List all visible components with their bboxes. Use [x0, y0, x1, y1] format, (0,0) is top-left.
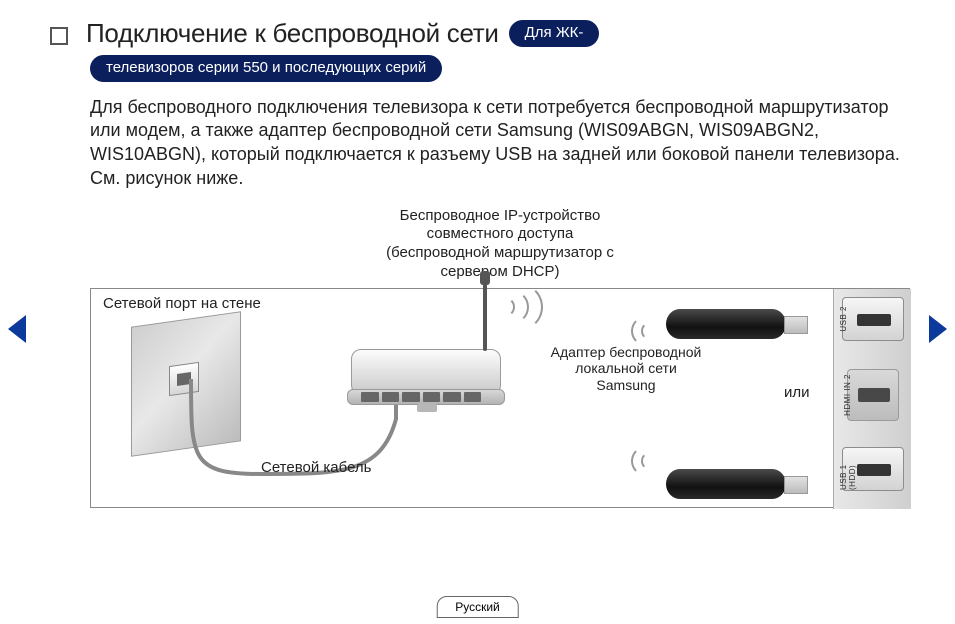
wall-port-label: Сетевой порт на стене: [103, 295, 303, 312]
page-title: Подключение к беспроводной сети: [86, 18, 499, 49]
router-stand-icon: [417, 404, 437, 412]
router-caption-l1: Беспроводное IP-устройство: [400, 207, 601, 224]
usb2-port-icon: USB 2: [842, 297, 904, 341]
language-tab[interactable]: Русский: [436, 596, 519, 618]
adapter-label-l1: Адаптер беспроводной: [551, 344, 702, 360]
prev-page-arrow[interactable]: [8, 315, 26, 343]
router-caption-l2: совместного доступа: [427, 225, 574, 242]
section-bullet-icon: [50, 27, 68, 45]
hdmi-port-label: HDMI IN 2: [843, 374, 855, 416]
or-label: или: [784, 384, 810, 402]
diagram-box: Сетевой порт на стене: [90, 288, 910, 508]
router-caption: Беспроводное IP-устройство совместного д…: [90, 207, 910, 282]
adapter-label-l2: локальной сети: [575, 360, 677, 376]
wall-jack-icon: [177, 372, 191, 386]
title-badge-2: телевизоров серии 550 и последующих сери…: [90, 55, 442, 82]
router-icon: [351, 349, 501, 395]
router-ports-icon: [361, 392, 481, 402]
router-caption-l3: (беспроводной маршрутизатор с: [386, 244, 614, 261]
tv-port-panel-icon: USB 2 HDMI IN 2 USB 1 (HDD): [833, 289, 911, 509]
adapter-label: Адаптер беспроводной локальной сети Sams…: [541, 344, 711, 394]
hdmi-port-icon: HDMI IN 2: [847, 369, 899, 421]
router-caption-l4: сервером DHCP): [441, 263, 560, 280]
router-antenna-icon: [483, 281, 487, 351]
network-cable-label: Сетевой кабель: [261, 459, 371, 477]
wlan-adapter-bottom-icon: [666, 469, 786, 499]
next-page-arrow[interactable]: [929, 315, 947, 343]
usb2-port-label: USB 2: [839, 306, 851, 332]
usb1-port-label: USB 1 (HDD): [839, 450, 851, 490]
adapter-label-l3: Samsung: [596, 377, 655, 393]
wlan-adapter-top-icon: [666, 309, 786, 339]
title-badge-1: Для ЖК-: [509, 20, 600, 47]
diagram: Беспроводное IP-устройство совместного д…: [90, 207, 910, 508]
usb1-port-icon: USB 1 (HDD): [842, 447, 904, 491]
body-text: Для беспроводного подключения телевизора…: [90, 96, 905, 191]
